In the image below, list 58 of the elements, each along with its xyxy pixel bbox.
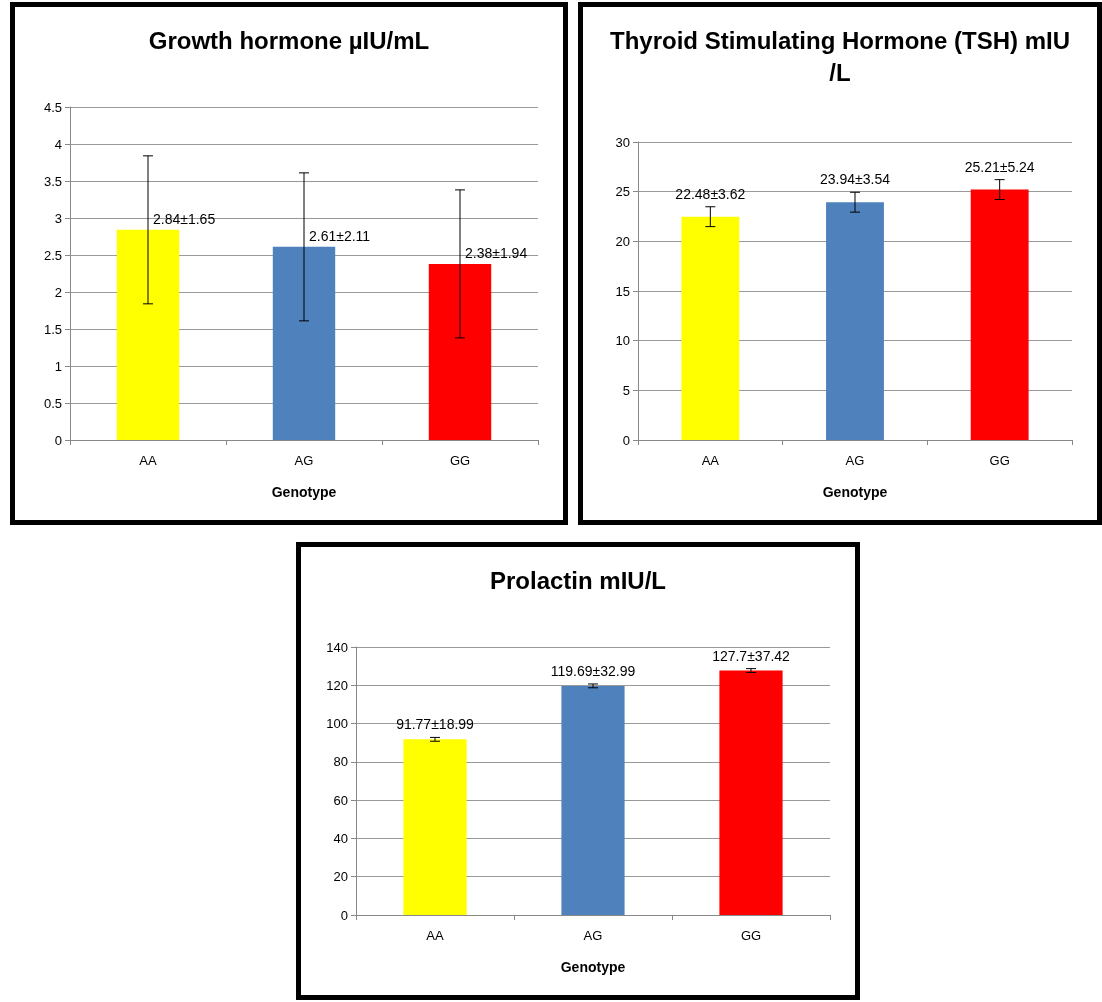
x-tick-label: GG: [989, 453, 1010, 468]
chart-title: Growth hormone µIU/mL: [148, 26, 430, 54]
x-tick-label: AG: [583, 928, 603, 943]
bar: [116, 229, 180, 440]
data-label: 91.77±18.99: [396, 716, 475, 733]
y-tick-label: 10: [615, 333, 630, 349]
data-label: 25.21±5.24: [964, 158, 1035, 175]
x-tick-label: AG: [294, 453, 314, 468]
bar: [970, 189, 1029, 440]
y-tick-label: 80: [333, 754, 348, 770]
x-tick-label: GG: [740, 928, 762, 943]
bar: [403, 739, 467, 915]
y-tick-label: 30: [615, 134, 630, 150]
x-tick-label: AA: [426, 928, 444, 943]
x-axis-title: Genotype: [822, 484, 888, 500]
bar: [681, 216, 740, 440]
y-tick-label: 0: [622, 432, 630, 448]
y-tick-label: 2: [54, 284, 62, 300]
y-tick-label: 40: [333, 830, 348, 846]
x-tick-label: AG: [845, 453, 865, 468]
y-tick-label: 20: [333, 869, 348, 885]
bar: [719, 670, 783, 915]
data-label: 119.69±32.99: [550, 662, 636, 679]
y-tick-label: 1: [54, 358, 62, 374]
y-tick-label: 60: [333, 792, 348, 808]
y-tick-label: 140: [326, 639, 348, 655]
y-tick-label: 3.5: [43, 173, 62, 189]
x-tick-label: AA: [701, 453, 720, 468]
y-tick-label: 25: [615, 184, 630, 200]
data-label: 2.38±1.94: [465, 244, 528, 261]
y-tick-label: 4: [54, 136, 62, 152]
data-label: 2.84±1.65: [153, 210, 216, 227]
data-label: 23.94±3.54: [820, 171, 891, 188]
y-tick-label: 20: [615, 233, 630, 249]
x-axis-title: Genotype: [271, 484, 337, 500]
y-tick-label: 0: [54, 432, 62, 448]
y-tick-label: 100: [326, 716, 348, 732]
data-label: 127.7±37.42: [712, 647, 791, 664]
x-axis-title: Genotype: [560, 959, 626, 975]
x-tick-label: GG: [449, 453, 471, 468]
data-label: 22.48±3.62: [675, 185, 746, 202]
bar: [428, 263, 492, 440]
y-tick-label: 2.5: [43, 247, 62, 263]
data-label: 2.61±2.11: [309, 227, 371, 244]
y-tick-label: 4.5: [43, 99, 62, 115]
y-tick-label: 0.5: [43, 395, 62, 411]
y-tick-label: 15: [615, 283, 630, 299]
x-tick-label: AA: [139, 453, 157, 468]
bar: [272, 246, 336, 440]
chart-title: Thyroid Stimulating Hormone (TSH) mIU/L: [610, 26, 1070, 86]
y-tick-label: 5: [622, 382, 630, 398]
bar: [561, 685, 625, 915]
y-tick-label: 1.5: [43, 321, 62, 337]
chart-title: Prolactin mIU/L: [489, 566, 667, 594]
y-tick-label: 3: [54, 210, 62, 226]
y-tick-label: 0: [340, 907, 348, 923]
bar: [826, 202, 884, 440]
y-tick-label: 120: [326, 677, 348, 693]
